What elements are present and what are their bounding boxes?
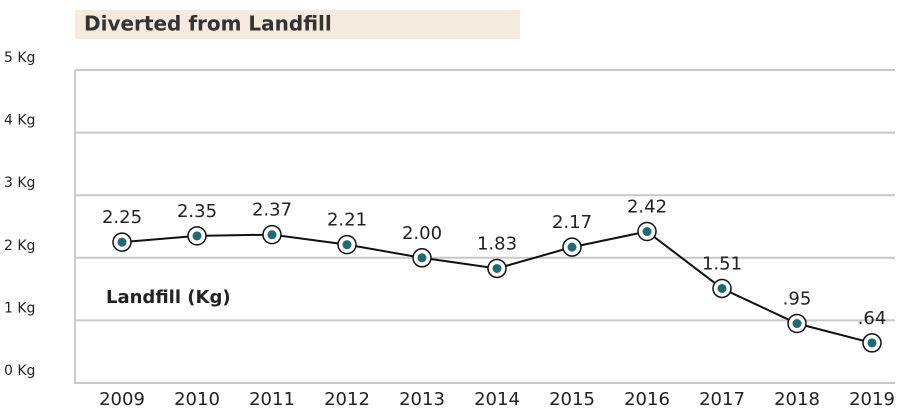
data-label: .95 — [783, 289, 812, 310]
y-tick-label: 4 Kg — [4, 113, 35, 129]
x-tick-label: 2018 — [774, 389, 820, 410]
marker-dot — [642, 227, 652, 237]
marker-dot — [417, 253, 427, 263]
data-label: 2.25 — [102, 207, 142, 228]
y-tick-label: 3 Kg — [4, 175, 35, 191]
x-tick-label: 2016 — [624, 389, 670, 410]
y-tick-label: 0 Kg — [4, 363, 35, 379]
x-tick-label: 2009 — [99, 389, 145, 410]
marker-dot — [492, 263, 502, 273]
data-label: 2.00 — [402, 223, 442, 244]
x-tick-label: 2017 — [699, 389, 745, 410]
marker-dot — [267, 230, 277, 240]
y-tick-label: 1 Kg — [4, 300, 35, 316]
series-label: Landfill (Kg) — [106, 287, 231, 308]
marker-dot — [342, 240, 352, 250]
marker-dot — [867, 338, 877, 348]
x-tick-label: 2019 — [849, 389, 895, 410]
x-tick-label: 2011 — [249, 389, 295, 410]
data-label: 1.51 — [702, 253, 742, 274]
y-tick-label: 2 Kg — [4, 238, 35, 254]
x-tick-label: 2010 — [174, 389, 220, 410]
chart-title: Diverted from Landfill — [84, 12, 332, 36]
x-tick-label: 2015 — [549, 389, 595, 410]
data-label: 2.21 — [327, 210, 367, 231]
marker-dot — [567, 242, 577, 252]
data-label: 2.42 — [627, 197, 667, 218]
data-label: .64 — [858, 308, 887, 329]
marker-dot — [717, 283, 727, 293]
x-tick-label: 2014 — [474, 389, 520, 410]
data-label: 2.17 — [552, 212, 592, 233]
x-tick-label: 2013 — [399, 389, 445, 410]
marker-dot — [192, 231, 202, 241]
marker-dot — [792, 319, 802, 329]
title-band — [75, 10, 520, 39]
data-label: 1.83 — [477, 233, 517, 254]
data-label: 2.35 — [177, 201, 217, 222]
y-tick-label: 5 Kg — [4, 50, 35, 66]
x-tick-label: 2012 — [324, 389, 370, 410]
data-label: 2.37 — [252, 200, 292, 221]
marker-dot — [117, 237, 127, 247]
